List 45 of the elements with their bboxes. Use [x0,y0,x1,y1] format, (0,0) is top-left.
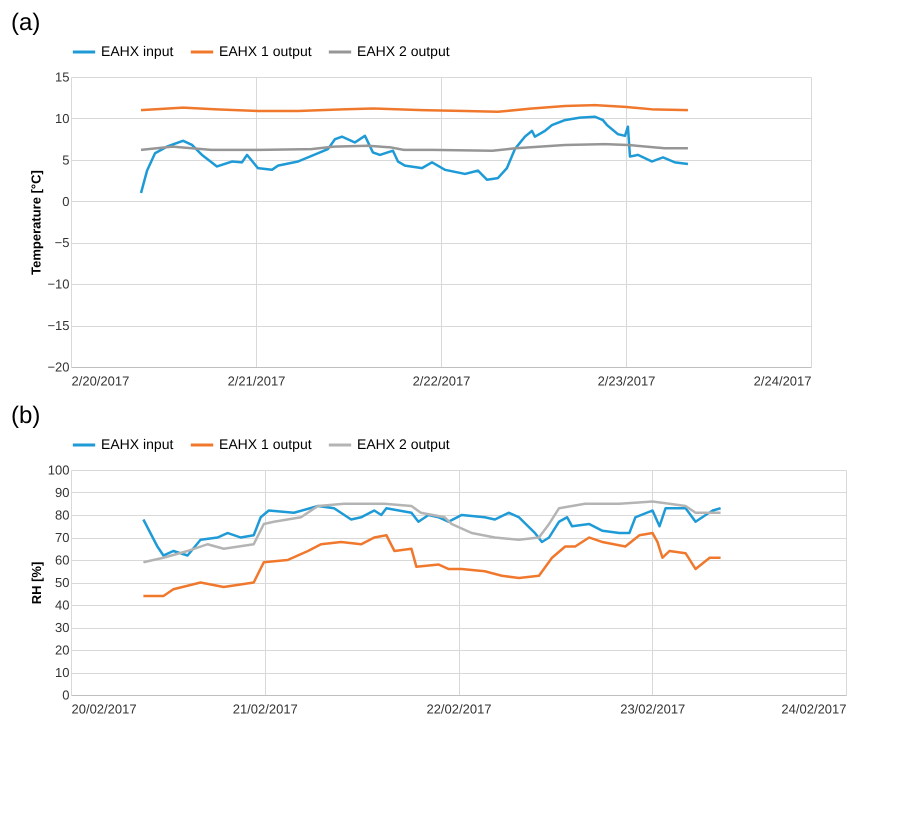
y-tick-label: 40 [55,598,70,612]
x-tick-label: 20/02/2017 [72,702,137,716]
x-tick-label: 21/02/2017 [232,702,298,716]
legend-label: EAHX 1 output [219,436,312,452]
y-tick-label: 5 [62,152,70,168]
y-tick-label: 60 [55,552,70,568]
y-tick-label: 15 [55,70,70,84]
y-tick-label: 0 [62,194,70,209]
chart-title: (b) [11,402,40,429]
line-series [140,104,690,114]
x-tick-label: 2/21/2017 [228,374,286,388]
line-series [142,504,722,557]
y-tick-label: 90 [55,485,70,500]
x-tick-label: 23/02/2017 [620,702,686,716]
line-series [140,116,690,194]
y-tick-label: −5 [54,235,70,250]
x-tick-label: 2/20/2017 [72,374,130,388]
y-tick-label: 70 [55,530,70,545]
x-tick-label: 24/02/2017 [781,702,846,716]
legend-label: EAHX 2 output [357,43,450,59]
y-tick-label: 50 [55,575,70,590]
line-series [142,500,722,564]
y-axis-title: Temperature [°C] [28,170,44,275]
x-tick-label: 2/23/2017 [598,374,656,388]
legend-label: EAHX input [101,43,174,59]
line-series [140,142,690,152]
y-tick-label: 100 [48,462,70,478]
y-tick-label: 10 [55,665,70,680]
y-tick-label: 30 [55,620,70,635]
y-tick-label: 0 [62,688,70,702]
x-tick-label: 22/02/2017 [426,702,492,716]
x-tick-label: 2/24/2017 [754,374,812,388]
chart-title: (a) [11,9,40,36]
y-tick-label: −10 [47,276,70,292]
y-tick-label: 10 [55,110,70,126]
y-tick-label: −20 [47,360,70,374]
y-tick-label: 20 [55,642,70,658]
legend-label: EAHX 1 output [219,43,312,59]
legend-label: EAHX 2 output [357,436,450,452]
y-axis-title: RH [%] [28,562,44,604]
y-tick-label: −15 [47,318,70,334]
legend-label: EAHX input [101,436,174,452]
x-tick-label: 2/22/2017 [412,374,470,388]
line-series [142,532,722,598]
y-tick-label: 80 [55,508,70,522]
